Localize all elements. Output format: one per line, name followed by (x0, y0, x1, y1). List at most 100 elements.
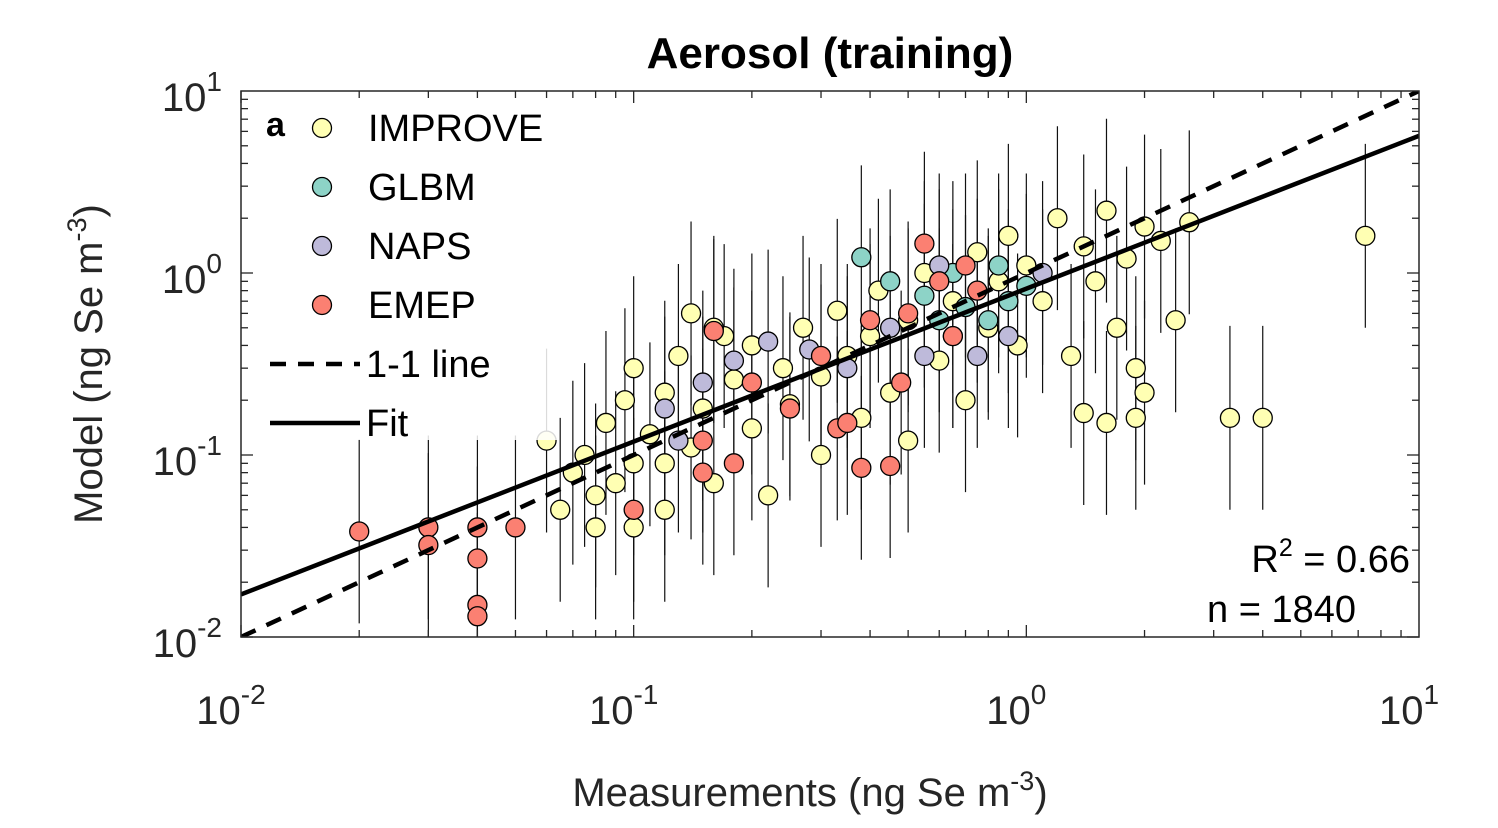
point-glbm-1 (880, 271, 901, 292)
x-tick-label-1: 10-1 (589, 679, 658, 733)
chart-title: Aerosol (training) (647, 29, 1014, 78)
stats-box: R2 = 0.66 n = 1840 (1207, 534, 1410, 631)
point-emep-4 (467, 548, 488, 569)
point-improve-27 (827, 300, 848, 321)
legend: a IMPROVE GLBM NAPS EMEP 1-1 line Fit (258, 100, 558, 445)
y-axis-label-sup: -3 (62, 217, 92, 241)
legend-marker-naps (311, 235, 333, 257)
point-improve-4 (585, 485, 606, 506)
plot-frame (240, 90, 1420, 638)
legend-marker-improve (311, 117, 333, 139)
point-improve-18 (723, 369, 745, 390)
point-emep-12 (741, 372, 763, 393)
point-improve-63 (1252, 407, 1273, 429)
point-improve-56 (1165, 310, 1186, 331)
point-improve-6 (605, 473, 626, 494)
data-points (349, 200, 1376, 627)
point-improve-11 (654, 499, 675, 520)
point-improve-24 (792, 317, 814, 338)
point-improve-68 (680, 303, 702, 324)
point-emep-25 (703, 320, 724, 342)
point-improve-39 (967, 242, 988, 263)
point-improve-34 (897, 430, 919, 451)
point-improve-22 (772, 358, 794, 379)
legend-label-naps: NAPS (368, 226, 471, 268)
point-improve-42 (998, 225, 1019, 247)
point-improve-9 (623, 358, 644, 379)
point-improve-60 (1073, 402, 1094, 424)
y-axis-label-main: Model (ng Se m (67, 242, 111, 524)
y-tick-label-0: 10-2 (153, 612, 222, 666)
point-glbm-2 (914, 285, 935, 306)
point-naps-4 (757, 331, 779, 352)
point-naps-2 (692, 372, 713, 393)
point-naps-11 (998, 325, 1019, 347)
point-improve-46 (1047, 208, 1068, 229)
legend-label-glbm: GLBM (368, 167, 476, 209)
point-improve-5 (595, 412, 617, 434)
point-naps-3 (723, 350, 745, 371)
point-glbm-0 (851, 247, 872, 268)
point-naps-10 (967, 345, 988, 367)
y-tick-label-3: 101 (162, 66, 222, 120)
point-improve-53 (1125, 358, 1146, 379)
point-improve-66 (623, 517, 644, 538)
point-emep-13 (779, 398, 801, 419)
y-axis-label-end: ) (67, 204, 111, 217)
point-emep-8 (623, 499, 644, 520)
r2-text: R2 = 0.66 (1251, 534, 1410, 581)
r2-sup: 2 (1279, 534, 1293, 562)
point-emep-26 (942, 325, 964, 347)
point-naps-0 (654, 398, 675, 419)
y-tick-label-2: 100 (162, 248, 222, 302)
point-improve-64 (1355, 225, 1376, 247)
point-improve-1 (550, 499, 571, 520)
point-improve-21 (757, 485, 779, 506)
x-axis-label-end: ) (1034, 771, 1047, 815)
r2-label: R (1251, 539, 1278, 581)
point-improve-25 (810, 444, 832, 466)
point-improve-13 (668, 345, 689, 367)
point-improve-38 (955, 390, 976, 411)
point-emep-17 (880, 455, 901, 477)
y-tick-label-1: 10-1 (153, 430, 222, 484)
point-emep-10 (692, 430, 713, 451)
reference-lines (241, 91, 1419, 637)
point-improve-62 (1219, 407, 1241, 429)
point-naps-8 (914, 345, 935, 367)
point-improve-7 (614, 390, 636, 411)
point-emep-21 (929, 271, 950, 292)
point-glbm-8 (988, 255, 1009, 276)
x-axis-label-sup: -3 (1010, 766, 1034, 796)
point-emep-0 (349, 521, 370, 542)
point-improve-47 (1060, 345, 1082, 367)
x-tick-label-0: 10-2 (196, 679, 265, 733)
point-emep-14 (810, 345, 832, 367)
point-emep-16 (851, 457, 872, 478)
point-emep-19 (897, 303, 919, 324)
point-emep-11 (723, 453, 745, 474)
n-text: n = 1840 (1207, 589, 1356, 631)
point-improve-59 (1134, 382, 1155, 403)
point-improve-65 (585, 517, 606, 538)
point-improve-50 (1096, 200, 1117, 221)
point-emep-20 (914, 233, 935, 254)
point-emep-18 (859, 310, 881, 331)
point-emep-7 (505, 517, 526, 538)
point-emep-24 (837, 412, 858, 434)
x-tick-label-2: 100 (986, 679, 1046, 733)
legend-label-line-1: Fit (366, 403, 409, 445)
point-improve-19 (741, 418, 763, 439)
x-axis-label-main: Measurements (ng Se m (572, 771, 1010, 815)
point-emep-9 (692, 462, 713, 483)
point-improve-58 (1125, 407, 1146, 429)
point-glbm-5 (978, 310, 999, 331)
legend-label-emep: EMEP (368, 285, 476, 327)
legend-marker-emep (311, 294, 333, 316)
point-naps-7 (880, 317, 901, 338)
panel-label: a (266, 106, 286, 144)
point-emep-22 (955, 255, 976, 276)
point-improve-51 (1106, 317, 1127, 338)
point-improve-49 (1085, 271, 1106, 292)
fit-line (241, 133, 1419, 597)
